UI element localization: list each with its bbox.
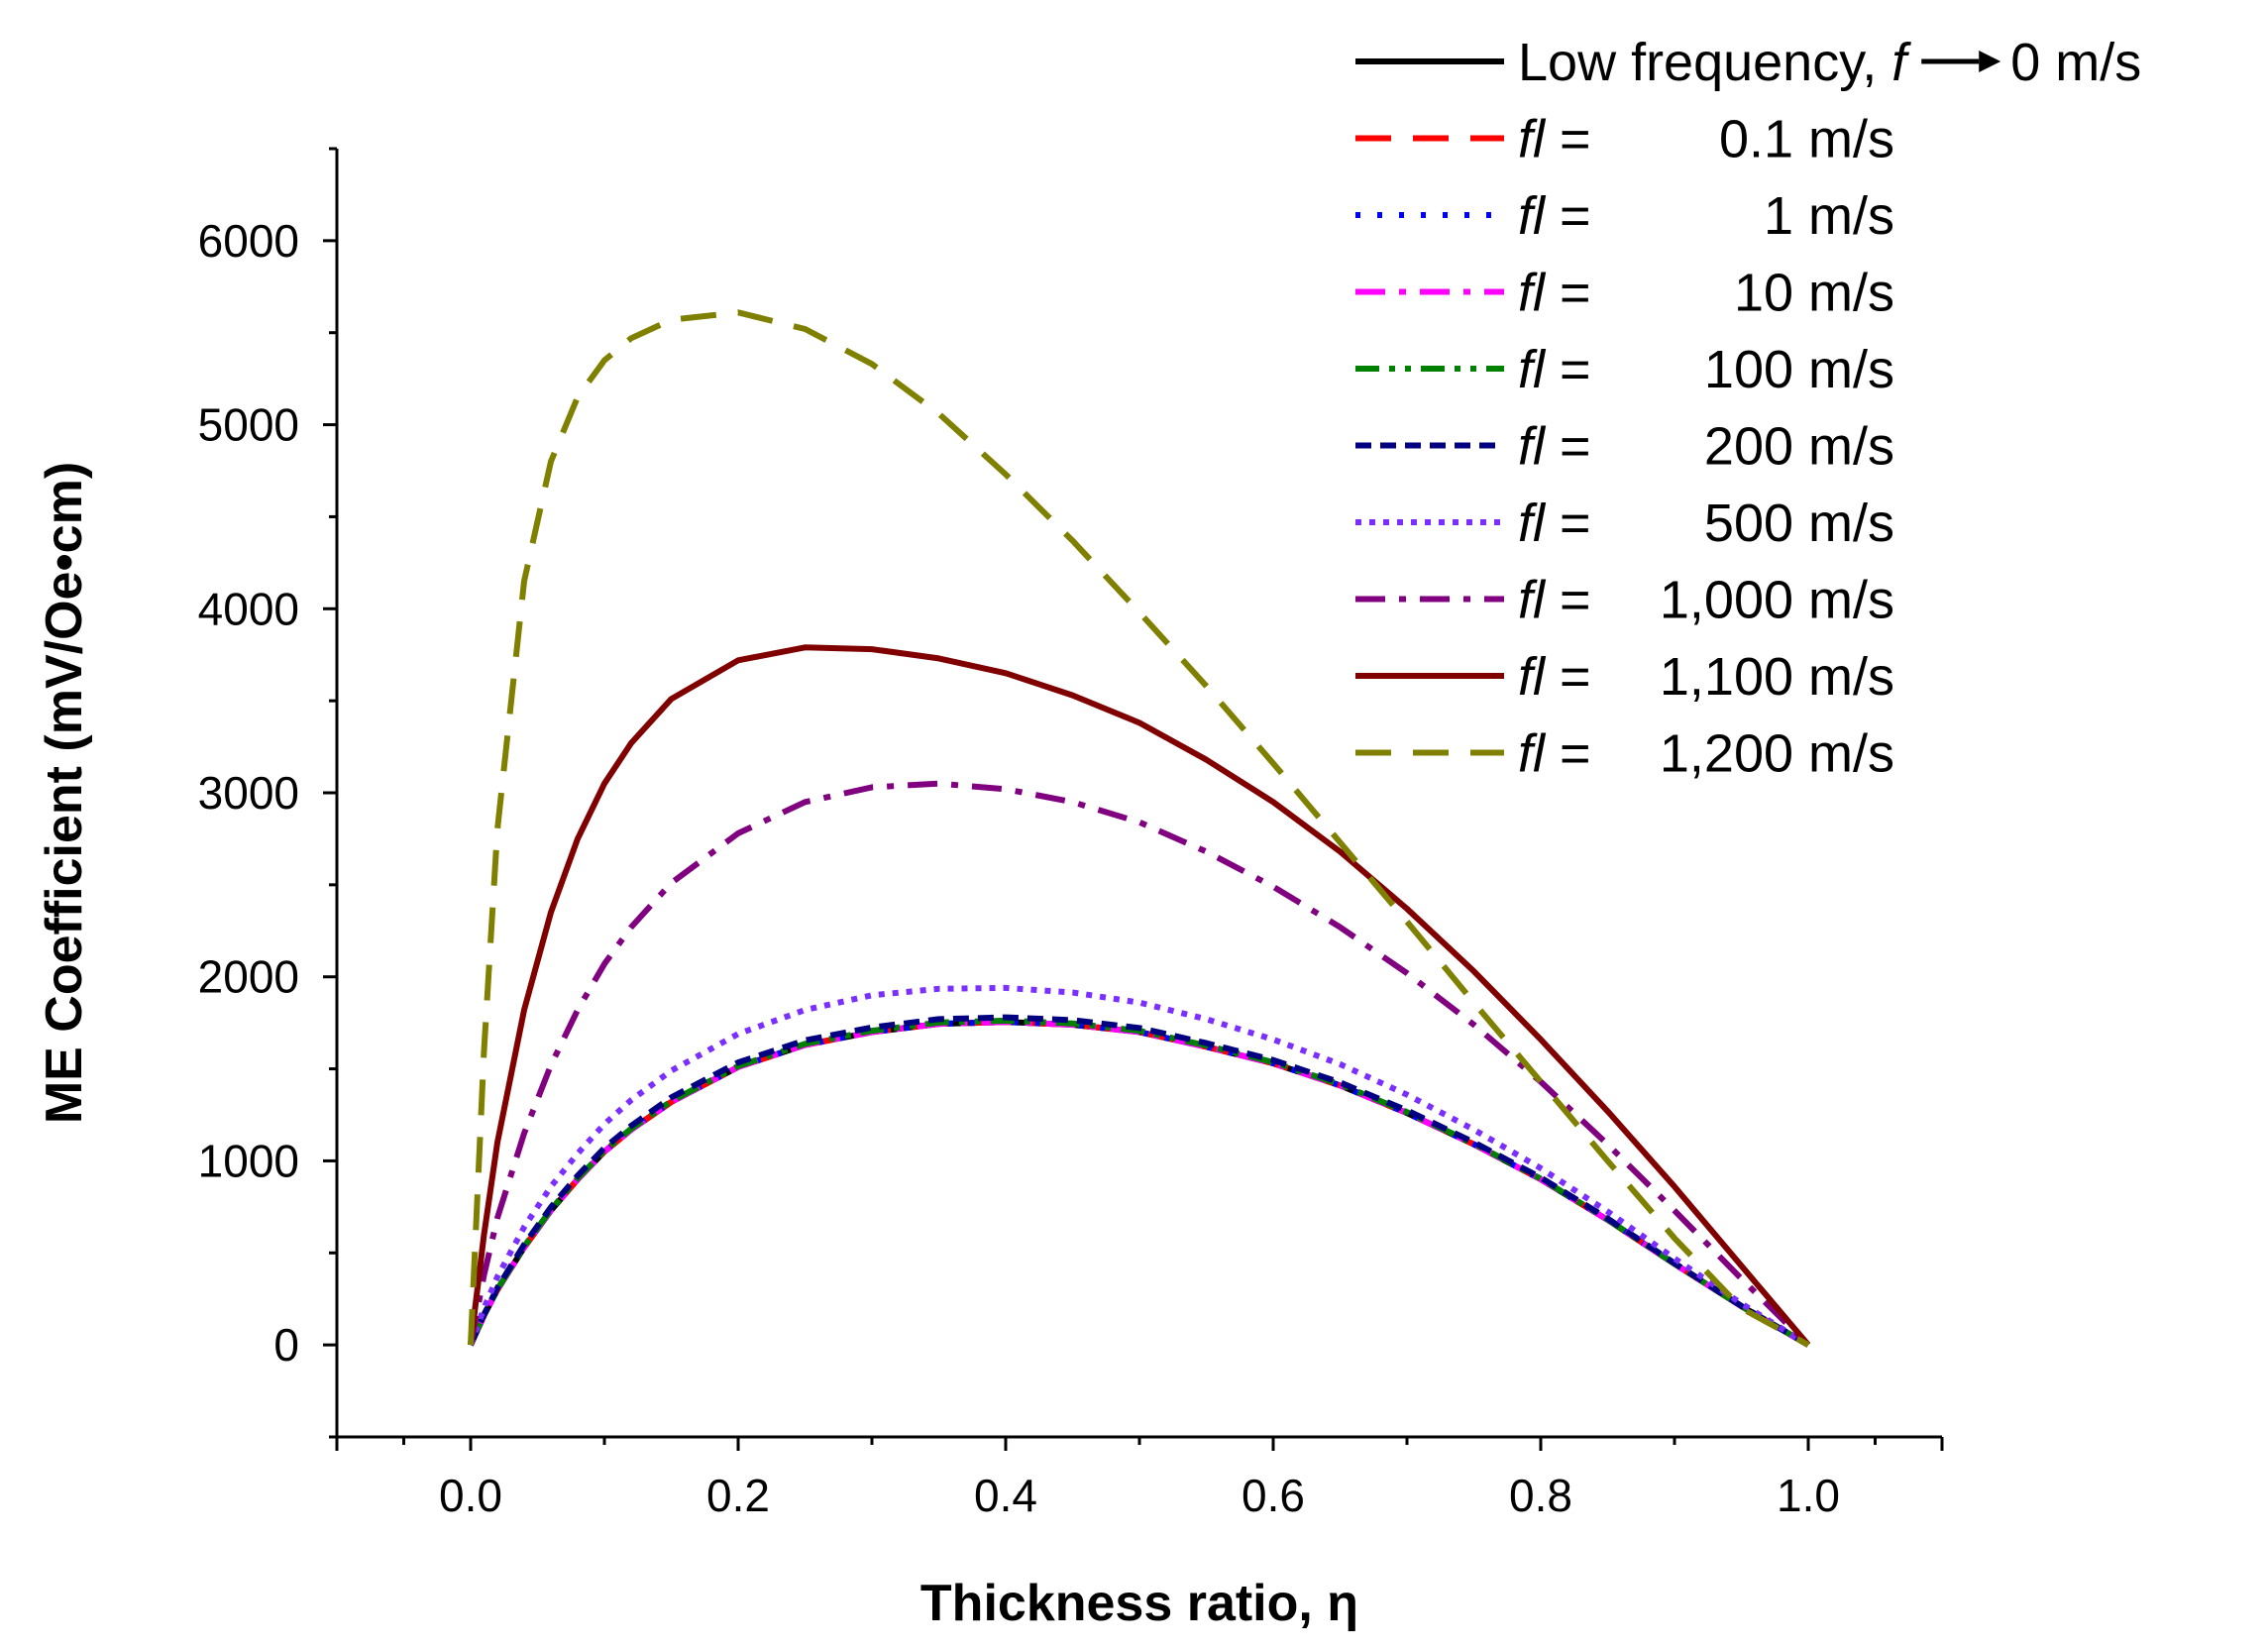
legend-label: fl =	[1518, 724, 1591, 784]
legend-value: 500 m/s	[1704, 494, 1894, 553]
y-tick-label: 2000	[198, 951, 299, 1003]
x-tick-label: 1.0	[1777, 1470, 1840, 1521]
legend-value: 1,100 m/s	[1660, 647, 1894, 707]
legend-value: 100 m/s	[1704, 340, 1894, 399]
y-ticks: 0 1000 2000 3000 4000 5000 6000	[198, 147, 337, 1439]
series-line	[468, 1014, 1810, 1348]
y-tick-label: 1000	[198, 1135, 299, 1186]
legend-item: fl = 100 m/s	[1355, 340, 1894, 399]
x-axis-title: Thickness ratio, η	[920, 1575, 1358, 1632]
legend-item: fl = 10 m/s	[1355, 264, 1894, 323]
x-ticks: 0.0 0.2 0.4 0.6 0.8 1.0	[335, 1437, 1944, 1521]
x-tick-label: 0.2	[706, 1470, 770, 1521]
series-line	[468, 780, 1811, 1348]
series-line	[468, 1019, 1810, 1348]
series-line	[468, 1019, 1810, 1348]
legend-item: fl = 1,000 m/s	[1355, 571, 1894, 630]
series-line	[468, 1019, 1810, 1348]
y-tick-label: 4000	[198, 583, 299, 634]
y-tick-label: 6000	[198, 215, 299, 267]
series-line	[468, 309, 1810, 1348]
plot-area: 0.0 0.2 0.4 0.6 0.8 1.0 0 1000 2000 3000 4000 5000…	[198, 147, 1944, 1521]
legend-value: 1,000 m/s	[1660, 571, 1894, 630]
legend-label: fl =	[1518, 110, 1591, 169]
legend-label: fl =	[1518, 647, 1591, 707]
x-tick-label: 0.8	[1509, 1470, 1572, 1521]
series-line	[468, 1019, 1810, 1348]
legend-value: 200 m/s	[1704, 417, 1894, 477]
legend-label: fl =	[1518, 494, 1591, 553]
y-tick-label: 5000	[198, 399, 299, 451]
y-tick-label: 0	[273, 1319, 299, 1371]
legend-value: 0 m/s	[2010, 33, 2141, 92]
legend-item: fl = 0.1 m/s	[1355, 110, 1894, 169]
x-tick-label: 0.0	[439, 1470, 502, 1521]
legend-label: fl =	[1518, 186, 1591, 246]
legend-item: fl = 1,200 m/s	[1355, 724, 1894, 784]
legend-value: 1 m/s	[1764, 186, 1894, 246]
legend: Low frequency, f 0 m/s fl = 0.1 m/s fl = 1 m/…	[1355, 33, 2141, 784]
legend-item: Low frequency, f 0 m/s	[1355, 33, 2141, 92]
legend-item: fl = 500 m/s	[1355, 494, 1894, 553]
x-tick-label: 0.4	[974, 1470, 1037, 1521]
arrow-head-icon	[1979, 51, 2001, 72]
series-line	[468, 644, 1811, 1348]
y-axis-title: ME Coefficient (mV/Oe•cm)	[36, 462, 93, 1124]
x-tick-label: 0.6	[1242, 1470, 1305, 1521]
legend-label: Low frequency, f	[1518, 33, 1911, 92]
legend-label: fl =	[1518, 340, 1591, 399]
legend-item: fl = 1 m/s	[1355, 186, 1894, 246]
legend-label: fl =	[1518, 264, 1591, 323]
legend-label: fl =	[1518, 571, 1591, 630]
legend-item: fl = 1,100 m/s	[1355, 647, 1894, 707]
legend-item: fl = 200 m/s	[1355, 417, 1894, 477]
legend-value: 0.1 m/s	[1719, 110, 1894, 169]
series-line	[468, 1017, 1810, 1348]
legend-value: 1,200 m/s	[1660, 724, 1894, 784]
legend-value: 10 m/s	[1734, 264, 1894, 323]
series-lines	[468, 309, 1811, 1348]
y-tick-label: 3000	[198, 767, 299, 819]
series-line	[468, 984, 1810, 1348]
legend-label: fl =	[1518, 417, 1591, 477]
